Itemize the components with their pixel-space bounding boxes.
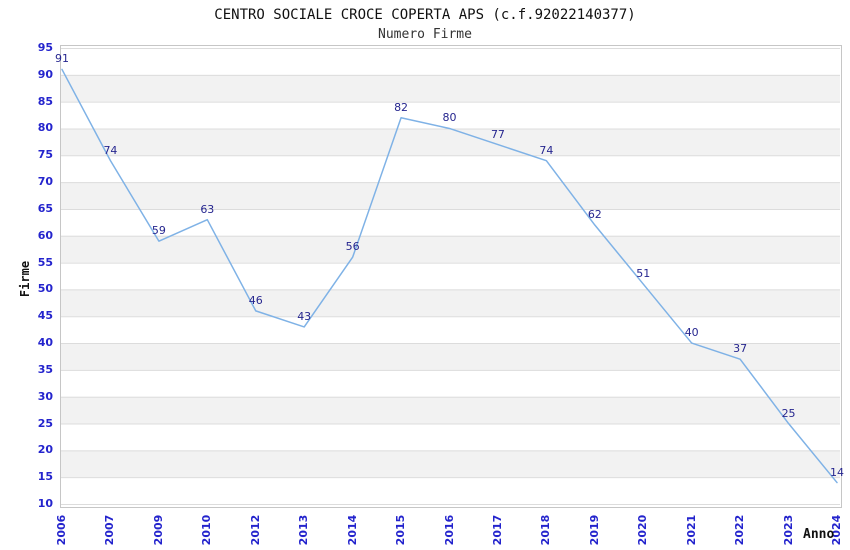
y-tick-label: 60 xyxy=(37,228,53,242)
grid-band xyxy=(61,128,840,156)
data-point-label: 43 xyxy=(297,309,312,323)
y-tick-label: 25 xyxy=(37,416,53,430)
y-tick-label: 55 xyxy=(37,255,53,269)
data-point-label: 46 xyxy=(248,293,263,307)
data-point-label: 63 xyxy=(200,202,215,216)
y-tick-label: 15 xyxy=(37,470,53,484)
grid-band xyxy=(61,235,840,263)
x-tick-label: 2014 xyxy=(345,514,359,546)
x-tick-label: 2021 xyxy=(684,514,698,546)
data-point-label: 62 xyxy=(587,208,602,222)
x-tick-label: 2017 xyxy=(490,514,504,546)
chart-title: CENTRO SOCIALE CROCE COPERTA APS (c.f.92… xyxy=(214,7,636,23)
data-point-label: 56 xyxy=(345,240,360,254)
grid-band xyxy=(61,343,840,370)
y-tick-label: 90 xyxy=(37,67,53,81)
y-tick-label: 80 xyxy=(37,121,53,135)
data-point-label: 80 xyxy=(442,111,457,125)
data-point-label: 91 xyxy=(55,52,69,66)
grid-band xyxy=(61,396,840,424)
plot-border xyxy=(60,45,842,508)
x-tick-label: 2019 xyxy=(587,514,601,546)
x-tick-label: 2009 xyxy=(151,514,165,546)
x-tick-label: 2015 xyxy=(394,514,408,546)
y-tick-label: 20 xyxy=(37,443,53,457)
y-tick-label: 35 xyxy=(37,362,53,376)
x-tick-label: 2006 xyxy=(55,514,68,546)
x-tick-label: 2013 xyxy=(297,514,311,546)
x-tick-label: 2022 xyxy=(733,514,747,546)
x-tick-label: 2020 xyxy=(636,514,650,546)
data-point-label: 82 xyxy=(394,100,409,114)
chart-subtitle: Numero Firme xyxy=(378,27,472,42)
grid-band xyxy=(61,182,840,209)
grid-band xyxy=(61,289,840,317)
y-tick-label: 75 xyxy=(37,148,53,162)
data-point-label: 77 xyxy=(490,127,505,141)
data-point-label: 74 xyxy=(539,143,554,157)
x-tick-label: 2012 xyxy=(248,514,262,546)
data-point-label: 51 xyxy=(636,267,651,281)
x-tick-label: 2018 xyxy=(539,514,553,546)
y-tick-label: 95 xyxy=(37,41,53,54)
y-tick-label: 65 xyxy=(37,201,53,215)
y-tick-label: 70 xyxy=(37,175,53,189)
x-tick-label: 2010 xyxy=(200,514,214,546)
y-axis-title: Firme xyxy=(18,260,32,298)
y-tick-label: 10 xyxy=(37,497,53,510)
x-tick-label: 2023 xyxy=(781,514,795,546)
grid-band xyxy=(61,74,840,102)
data-point-label: 14 xyxy=(830,465,844,479)
x-axis-title: Anno xyxy=(803,527,835,542)
y-tick-label: 85 xyxy=(37,94,53,108)
y-tick-label: 40 xyxy=(37,336,53,350)
data-point-label: 59 xyxy=(151,224,166,238)
y-tick-label: 45 xyxy=(37,309,53,323)
data-point-label: 25 xyxy=(781,406,796,420)
grid-band xyxy=(61,450,840,478)
data-point-label: 40 xyxy=(684,326,699,340)
data-point-label: 74 xyxy=(103,143,118,157)
y-tick-label: 30 xyxy=(37,389,53,403)
y-tick-label: 50 xyxy=(37,282,53,296)
data-point-label: 37 xyxy=(733,342,748,356)
x-tick-label: 2007 xyxy=(103,514,117,546)
series-line xyxy=(61,68,838,484)
x-tick-label: 2016 xyxy=(442,514,456,546)
